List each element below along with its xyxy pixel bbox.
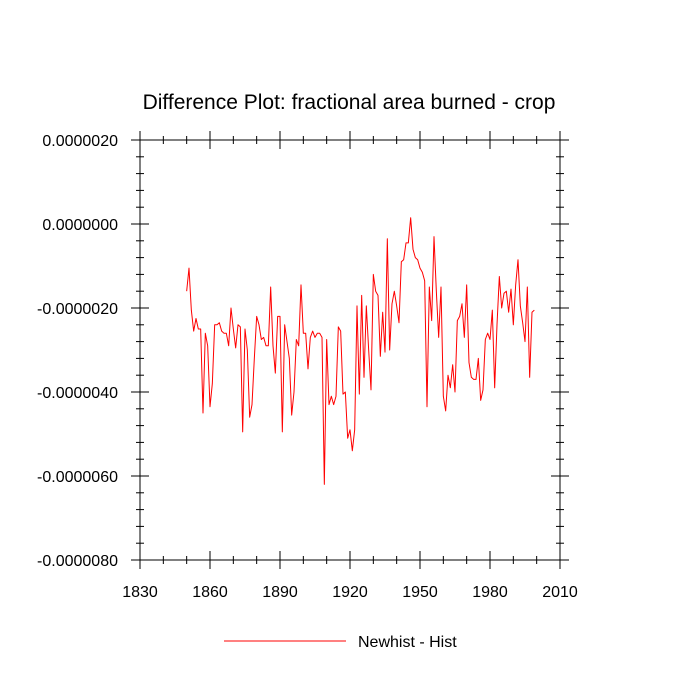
y-tick-label: -0.0000040: [37, 385, 118, 402]
legend: Newhist - Hist: [224, 634, 457, 651]
x-tick-label: 2010: [542, 584, 578, 601]
plot-frame: [139, 139, 561, 561]
y-tick-label: -0.0000020: [37, 301, 118, 318]
legend-label: Newhist - Hist: [358, 634, 457, 651]
plot-axes: [131, 131, 569, 569]
x-tick-labels: 1830 1860 1890 1920 1950 1980 2010: [122, 584, 578, 601]
y-tick-label: 0.0000020: [42, 133, 118, 150]
x-tick-label: 1860: [192, 584, 228, 601]
x-tick-label: 1950: [402, 584, 438, 601]
series-line: [186, 217, 535, 485]
y-tick-label: -0.0000080: [37, 553, 118, 570]
y-tick-label: -0.0000060: [37, 469, 118, 486]
series-layer: [186, 217, 535, 485]
chart-title: Difference Plot: fractional area burned …: [143, 91, 556, 114]
x-tick-label: 1830: [122, 584, 158, 601]
x-tick-label: 1890: [262, 584, 298, 601]
x-tick-label: 1920: [332, 584, 368, 601]
y-tick-labels: -0.0000080 -0.0000060 -0.0000040 -0.0000020…: [37, 133, 118, 570]
x-tick-label: 1980: [472, 584, 508, 601]
y-tick-label: 0.0000000: [42, 217, 118, 234]
